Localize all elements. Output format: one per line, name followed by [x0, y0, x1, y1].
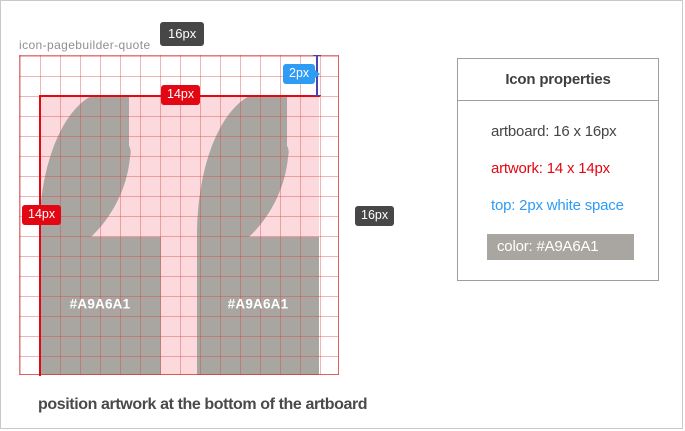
artboard-size-row: artboard: 16 x 16px — [491, 123, 617, 140]
artboard-grid: #A9A6A1 #A9A6A1 — [19, 55, 339, 376]
panel-title: Icon properties — [458, 59, 658, 101]
quote-glyph — [39, 95, 319, 375]
grid-lines-overlay — [19, 55, 339, 375]
quote-mark-left — [39, 95, 161, 375]
artboard-name-label: icon-pagebuilder-quote — [19, 38, 151, 52]
top-whitespace-row: top: 2px white space — [491, 197, 624, 214]
panel-rows: artboard: 16 x 16px artwork: 14 x 14px t… — [458, 101, 658, 260]
artwork-height-badge: 14px — [22, 205, 62, 225]
glyph-color-label-left: #A9A6A1 — [69, 296, 131, 312]
icon-properties-panel: Icon properties artboard: 16 x 16px artw… — [457, 58, 659, 281]
artboard-height-badge: 16px — [355, 206, 395, 226]
positioning-caption: position artwork at the bottom of the ar… — [38, 396, 368, 413]
quote-mark-right — [197, 95, 319, 375]
artboard-width-badge: 16px — [160, 22, 205, 46]
glyph-color-label-right: #A9A6A1 — [227, 296, 289, 312]
artwork-border-left — [39, 95, 41, 376]
artwork-width-badge: 14px — [161, 85, 201, 105]
artwork-size-row: artwork: 14 x 14px — [491, 160, 610, 177]
color-value-chip: color: #A9A6A1 — [487, 234, 634, 260]
top-whitespace-badge: 2px — [283, 64, 316, 84]
